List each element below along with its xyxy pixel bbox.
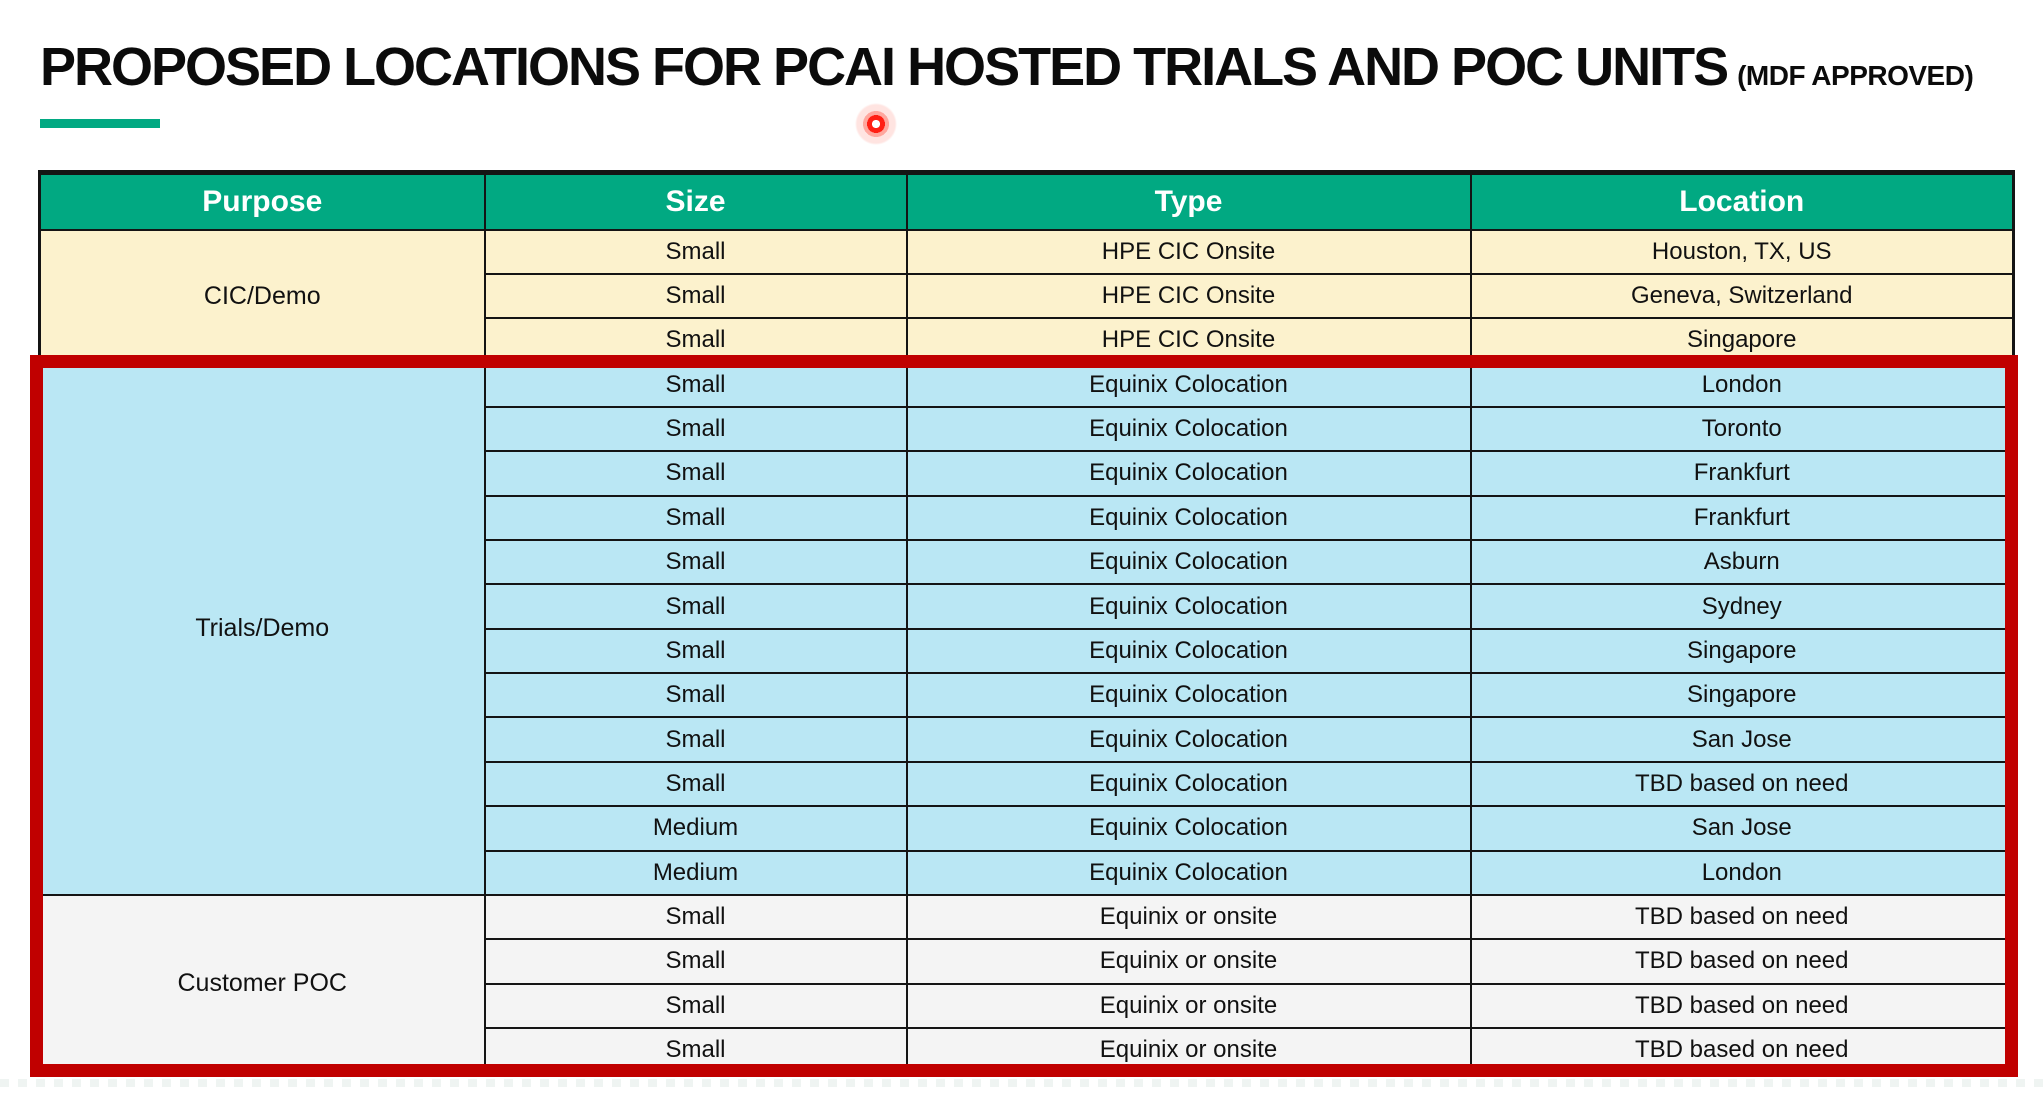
- table-row: Small HPE CIC Onsite Geneva, Switzerland: [40, 272, 2015, 320]
- table-cell: Equinix Colocation: [905, 405, 1472, 453]
- table-cell: Medium: [483, 849, 908, 896]
- table-cell: TBD based on need: [1469, 938, 2015, 985]
- page-title: PROPOSED LOCATIONS FOR PCAI HOSTED TRIAL…: [40, 37, 1974, 97]
- table-cell: Small: [483, 317, 908, 364]
- table-cell: Small: [483, 272, 908, 320]
- table-cell: Equinix Colocation: [905, 760, 1472, 808]
- purpose-cell: Trials/Demo: [38, 361, 486, 896]
- table-cell: Houston, TX, US: [1469, 228, 2015, 275]
- locations-table: Purpose Size Type Location CIC/Demo Small HPE…: [38, 170, 2015, 1074]
- table-row: Customer POC Small Equinix or onsite TBD ba…: [38, 893, 2015, 1074]
- table-cell: Toronto: [1469, 405, 2015, 453]
- table-row: Small Equinix Colocation Singapore: [40, 672, 2015, 719]
- table-cell: Small: [483, 405, 908, 453]
- table-cell: TBD based on need: [1469, 893, 2015, 941]
- table-cell: San Jose: [1469, 805, 2015, 852]
- table-cell: TBD based on need: [1469, 760, 2015, 808]
- table-cell: Equinix Colocation: [905, 494, 1472, 542]
- table-header-row: Purpose Size Type Location: [38, 171, 2015, 231]
- table-cell: Equinix Colocation: [905, 716, 1472, 763]
- bottom-dotted-line: [0, 1079, 2044, 1087]
- page-title-main: PROPOSED LOCATIONS FOR PCAI HOSTED TRIAL…: [40, 37, 1729, 97]
- column-header-size: Size: [483, 171, 908, 231]
- column-header-purpose: Purpose: [38, 171, 486, 231]
- table-cell: San Jose: [1469, 716, 2015, 763]
- table-cell: TBD based on need: [1469, 982, 2015, 1029]
- table-cell: HPE CIC Onsite: [905, 228, 1472, 275]
- table-cell: Equinix or onsite: [905, 982, 1472, 1029]
- table-cell: Small: [483, 361, 908, 408]
- table-cell: Equinix Colocation: [905, 539, 1472, 586]
- column-header-location: Location: [1469, 171, 2015, 231]
- table-row: Small Equinix Colocation Frankfurt: [40, 494, 2015, 542]
- table-cell: Equinix or onsite: [905, 1026, 1472, 1074]
- table-cell: Singapore: [1469, 317, 2015, 364]
- table-row: Small Equinix or onsite TBD based on need: [40, 982, 2015, 1029]
- table-cell: Equinix or onsite: [905, 893, 1472, 941]
- table-cell: HPE CIC Onsite: [905, 317, 1472, 364]
- table-cell: Small: [483, 982, 908, 1029]
- table-row: Medium Equinix Colocation San Jose: [40, 805, 2015, 852]
- page-title-suffix: (MDF APPROVED): [1737, 60, 1974, 91]
- column-header-type: Type: [905, 171, 1472, 231]
- table-cell: Small: [483, 893, 908, 941]
- table-header: Purpose Size Type Location: [38, 171, 2015, 231]
- table-cell: Small: [483, 672, 908, 719]
- table-cell: Small: [483, 938, 908, 985]
- table-cell: Singapore: [1469, 672, 2015, 719]
- table-row: Small Equinix Colocation Sydney: [40, 583, 2015, 630]
- table-row: Small Equinix Colocation Frankfurt: [40, 450, 2015, 497]
- table-row: Small Equinix Colocation Asburn: [40, 539, 2015, 586]
- table-cell: Equinix Colocation: [905, 849, 1472, 896]
- table-cell: Small: [483, 627, 908, 675]
- table-cell: Small: [483, 228, 908, 275]
- table-cell: Medium: [483, 805, 908, 852]
- table-cell: London: [1469, 849, 2015, 896]
- table-row: Small Equinix Colocation Toronto: [40, 405, 2015, 453]
- table-body: CIC/Demo Small HPE CIC Onsite Houston, TX, …: [38, 228, 2015, 1074]
- table-row: Small Equinix Colocation TBD based on need: [40, 760, 2015, 808]
- table-cell: HPE CIC Onsite: [905, 272, 1472, 320]
- title-accent-underline: [40, 119, 160, 128]
- table-cell: Equinix Colocation: [905, 583, 1472, 630]
- table-cell: Small: [483, 539, 908, 586]
- table-cell: Equinix Colocation: [905, 627, 1472, 675]
- table-cell: Small: [483, 494, 908, 542]
- table-cell: Equinix Colocation: [905, 805, 1472, 852]
- table-row: CIC/Demo Small HPE CIC Onsite Houston, TX, …: [38, 228, 2015, 364]
- table-cell: Frankfurt: [1469, 450, 2015, 497]
- table-cell: Small: [483, 1026, 908, 1074]
- table-cell: Small: [483, 760, 908, 808]
- table-cell: TBD based on need: [1469, 1026, 2015, 1074]
- table-cell: Equinix Colocation: [905, 450, 1472, 497]
- table-cell: Frankfurt: [1469, 494, 2015, 542]
- table-row: Small Equinix or onsite TBD based on need: [40, 938, 2015, 985]
- table-cell: Geneva, Switzerland: [1469, 272, 2015, 320]
- table-cell: Equinix or onsite: [905, 938, 1472, 985]
- table-cell: Sydney: [1469, 583, 2015, 630]
- table-cell: Small: [483, 450, 908, 497]
- table-row: Medium Equinix Colocation London: [40, 849, 2015, 896]
- purpose-cell: Customer POC: [38, 893, 486, 1074]
- table-cell: London: [1469, 361, 2015, 408]
- table-cell: Equinix Colocation: [905, 672, 1472, 719]
- table-row: Trials/Demo Small Equinix Colocation London: [38, 361, 2015, 896]
- table-cell: Small: [483, 716, 908, 763]
- table-row: Small Equinix Colocation Singapore: [40, 627, 2015, 675]
- table-row: Small Equinix Colocation San Jose: [40, 716, 2015, 763]
- table-cell: Equinix Colocation: [905, 361, 1472, 408]
- purpose-cell: CIC/Demo: [38, 228, 486, 364]
- laser-pointer-dot: [854, 102, 898, 146]
- table-cell: Small: [483, 583, 908, 630]
- table-cell: Singapore: [1469, 627, 2015, 675]
- table-cell: Asburn: [1469, 539, 2015, 586]
